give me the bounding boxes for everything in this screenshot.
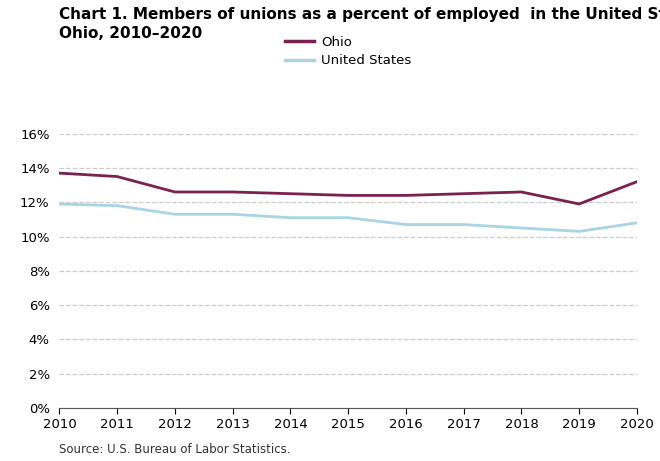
Text: Source: U.S. Bureau of Labor Statistics.: Source: U.S. Bureau of Labor Statistics. [59, 443, 291, 456]
Text: Chart 1. Members of unions as a percent of employed  in the United States and
Oh: Chart 1. Members of unions as a percent … [59, 7, 660, 41]
Legend: Ohio, United States: Ohio, United States [285, 36, 411, 67]
